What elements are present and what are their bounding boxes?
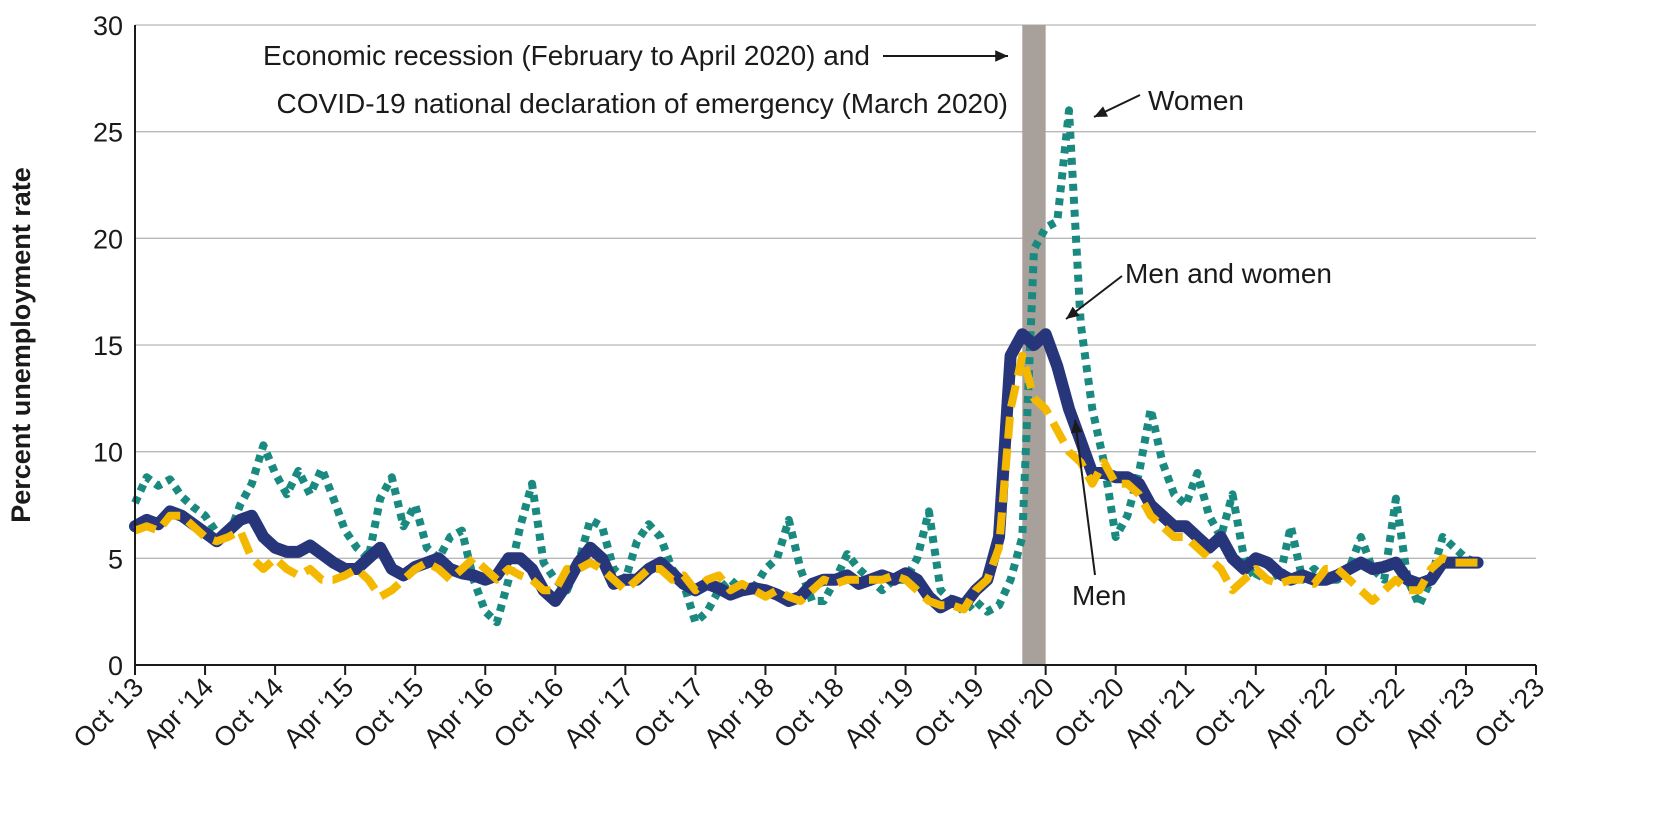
x-tick-label: Apr ‘20 <box>978 672 1060 754</box>
x-tick-label: Oct ‘17 <box>628 672 710 754</box>
women-annotation: Women <box>1148 85 1244 116</box>
x-tick-label: Oct ‘19 <box>908 672 990 754</box>
recession-annotation-line2: COVID-19 national declaration of emergen… <box>277 88 1008 119</box>
men-and-women-arrow <box>1065 275 1123 320</box>
y-tick-label: 0 <box>108 651 123 681</box>
x-tick-label: Oct ‘15 <box>348 672 430 754</box>
x-tick-label: Apr ‘18 <box>698 672 780 754</box>
men-annotation: Men <box>1072 580 1126 611</box>
y-tick-label: 25 <box>93 118 123 148</box>
men-arrow <box>1070 419 1096 576</box>
x-tick-label: Oct ‘13 <box>68 672 150 754</box>
series-line-women <box>131 106 1479 627</box>
recession-annotation-line1: Economic recession (February to April 20… <box>263 40 870 71</box>
gridlines <box>135 24 1536 559</box>
x-tick-label: Apr ‘16 <box>418 672 500 754</box>
y-tick-label: 20 <box>93 224 123 254</box>
x-tick-label: Apr ‘15 <box>278 672 360 754</box>
axes <box>134 25 1537 675</box>
x-tick-label: Apr ‘17 <box>558 672 640 754</box>
y-tick-label: 15 <box>93 331 123 361</box>
x-tick-label: Oct ‘18 <box>768 672 850 754</box>
x-tick-label: Oct ‘22 <box>1328 672 1410 754</box>
x-tick-label: Oct ‘20 <box>1048 672 1130 754</box>
y-axis-label: Percent unemployment rate <box>6 167 36 523</box>
x-tick-label: Apr ‘19 <box>838 672 920 754</box>
recession-arrow <box>883 50 1008 62</box>
x-tick-label: Apr ‘14 <box>138 672 220 754</box>
men-and-women-annotation: Men and women <box>1125 258 1332 289</box>
y-tick-label: 10 <box>93 438 123 468</box>
annotation-arrows <box>883 50 1141 576</box>
x-tick-label: Apr ‘21 <box>1118 672 1200 754</box>
x-tick-label: Apr ‘23 <box>1398 672 1480 754</box>
x-tick-label: Oct ‘14 <box>208 672 290 754</box>
y-tick-labels: 0 5 10 15 20 25 30 <box>93 11 123 681</box>
series-line-men-and-women <box>129 328 1484 614</box>
y-tick-label: 30 <box>93 11 123 41</box>
y-tick-label: 5 <box>108 544 123 574</box>
x-tick-label: Oct ‘16 <box>488 672 570 754</box>
women-arrow <box>1093 94 1141 118</box>
x-tick-label: Oct ‘23 <box>1469 672 1551 754</box>
x-tick-label: Apr ‘22 <box>1258 672 1340 754</box>
series-layer <box>129 106 1484 627</box>
x-tick-label: Oct ‘21 <box>1188 672 1270 754</box>
